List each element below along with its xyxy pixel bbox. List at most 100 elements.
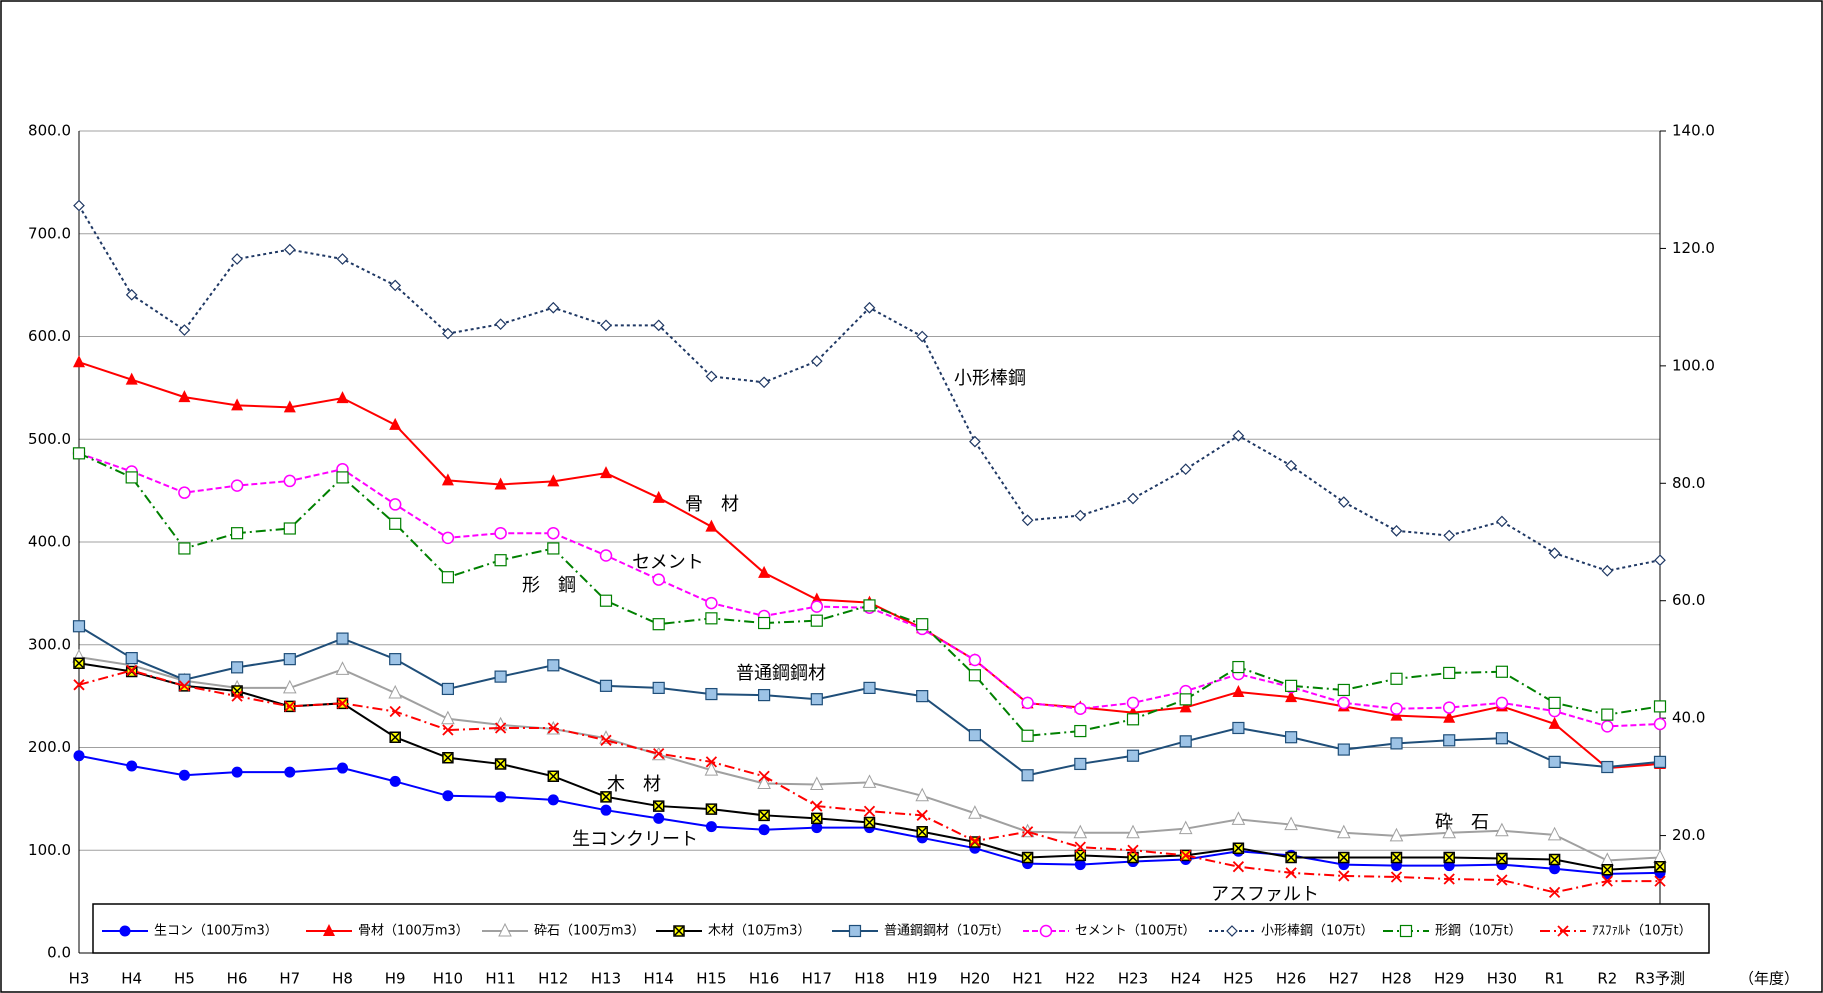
marker bbox=[441, 710, 455, 725]
marker bbox=[1443, 851, 1455, 864]
marker bbox=[73, 199, 85, 212]
marker bbox=[336, 253, 349, 265]
marker bbox=[1442, 701, 1456, 714]
y-tick-label: 600.0 bbox=[28, 327, 71, 345]
x-tick-label: H10 bbox=[433, 970, 463, 988]
marker bbox=[494, 526, 507, 540]
marker bbox=[337, 762, 348, 774]
marker bbox=[1654, 875, 1666, 887]
marker bbox=[863, 599, 876, 612]
marker bbox=[1021, 769, 1034, 782]
marker bbox=[1390, 702, 1403, 715]
marker bbox=[389, 775, 401, 787]
marker bbox=[547, 301, 560, 314]
marker bbox=[283, 400, 296, 413]
marker bbox=[231, 253, 243, 265]
marker bbox=[1654, 554, 1666, 567]
marker bbox=[704, 761, 719, 776]
y-tick-label: 200.0 bbox=[28, 738, 71, 756]
y-tick-label: 300.0 bbox=[28, 635, 71, 653]
x-tick-label: H17 bbox=[802, 970, 832, 988]
marker bbox=[231, 766, 243, 778]
marker bbox=[705, 821, 717, 833]
marker bbox=[916, 690, 929, 703]
marker bbox=[809, 776, 824, 790]
marker bbox=[1496, 515, 1508, 528]
legend-marker bbox=[1557, 925, 1569, 937]
marker bbox=[547, 474, 560, 487]
marker bbox=[757, 616, 771, 630]
marker bbox=[599, 594, 613, 607]
legend-marker bbox=[119, 925, 131, 937]
x-tick-label: H21 bbox=[1012, 970, 1042, 988]
marker bbox=[863, 681, 876, 695]
marker bbox=[388, 498, 402, 511]
legend-label: 木材（10万m3） bbox=[708, 924, 810, 939]
marker bbox=[757, 775, 771, 789]
marker bbox=[862, 774, 877, 788]
marker bbox=[125, 288, 138, 301]
marker bbox=[442, 327, 454, 340]
marker bbox=[231, 527, 244, 540]
annotation: 木 材 bbox=[607, 774, 661, 795]
marker bbox=[389, 279, 402, 292]
marker bbox=[231, 685, 243, 697]
marker bbox=[968, 669, 982, 682]
y2-tick-label: 60.0 bbox=[1672, 591, 1705, 609]
marker bbox=[915, 787, 930, 802]
marker bbox=[1073, 824, 1088, 839]
marker bbox=[1021, 851, 1034, 864]
marker bbox=[1232, 861, 1245, 873]
marker bbox=[653, 812, 665, 824]
x-tick-label: R1 bbox=[1545, 970, 1565, 988]
marker bbox=[389, 731, 401, 743]
y2-tick-label: 140.0 bbox=[1672, 122, 1715, 140]
marker bbox=[1601, 720, 1614, 733]
marker bbox=[1178, 820, 1193, 835]
marker bbox=[968, 729, 982, 742]
marker bbox=[810, 693, 823, 706]
marker bbox=[1653, 717, 1667, 731]
marker bbox=[758, 376, 770, 389]
marker bbox=[125, 652, 138, 665]
marker bbox=[1074, 509, 1087, 522]
marker bbox=[1337, 496, 1350, 508]
marker bbox=[283, 243, 296, 256]
marker bbox=[1284, 731, 1298, 744]
marker bbox=[494, 670, 507, 683]
marker bbox=[916, 809, 928, 821]
marker bbox=[1390, 524, 1403, 537]
legend-label: 砕石（100万m3） bbox=[534, 924, 645, 939]
marker bbox=[810, 600, 824, 613]
y2-tick-label: 100.0 bbox=[1672, 356, 1715, 374]
x-tick-label: H25 bbox=[1223, 970, 1253, 988]
x-tick-label: H12 bbox=[538, 970, 568, 988]
marker bbox=[600, 466, 612, 479]
marker bbox=[1547, 826, 1562, 841]
annotation: 小形棒鋼 bbox=[954, 368, 1026, 389]
marker bbox=[1127, 844, 1139, 856]
marker bbox=[126, 760, 138, 772]
legend-label: セメント（100万t） bbox=[1075, 924, 1196, 939]
marker bbox=[73, 679, 85, 691]
marker bbox=[653, 748, 665, 760]
marker bbox=[72, 620, 86, 633]
marker bbox=[757, 688, 771, 702]
marker bbox=[547, 722, 559, 734]
annotation: 骨 材 bbox=[685, 494, 739, 515]
marker bbox=[1443, 734, 1456, 747]
legend-marker bbox=[1399, 924, 1413, 938]
marker bbox=[442, 790, 454, 802]
legend-label: 形鋼（10万t） bbox=[1435, 924, 1522, 939]
marker bbox=[968, 653, 982, 667]
x-tick-label: H11 bbox=[485, 970, 515, 988]
marker bbox=[916, 330, 929, 343]
marker bbox=[863, 805, 876, 817]
x-tick-label: H4 bbox=[121, 970, 142, 988]
x-tick-label: H13 bbox=[591, 970, 621, 988]
marker bbox=[1443, 529, 1456, 542]
marker bbox=[72, 447, 86, 460]
marker bbox=[73, 750, 85, 762]
marker bbox=[1285, 690, 1298, 703]
marker bbox=[283, 474, 297, 488]
